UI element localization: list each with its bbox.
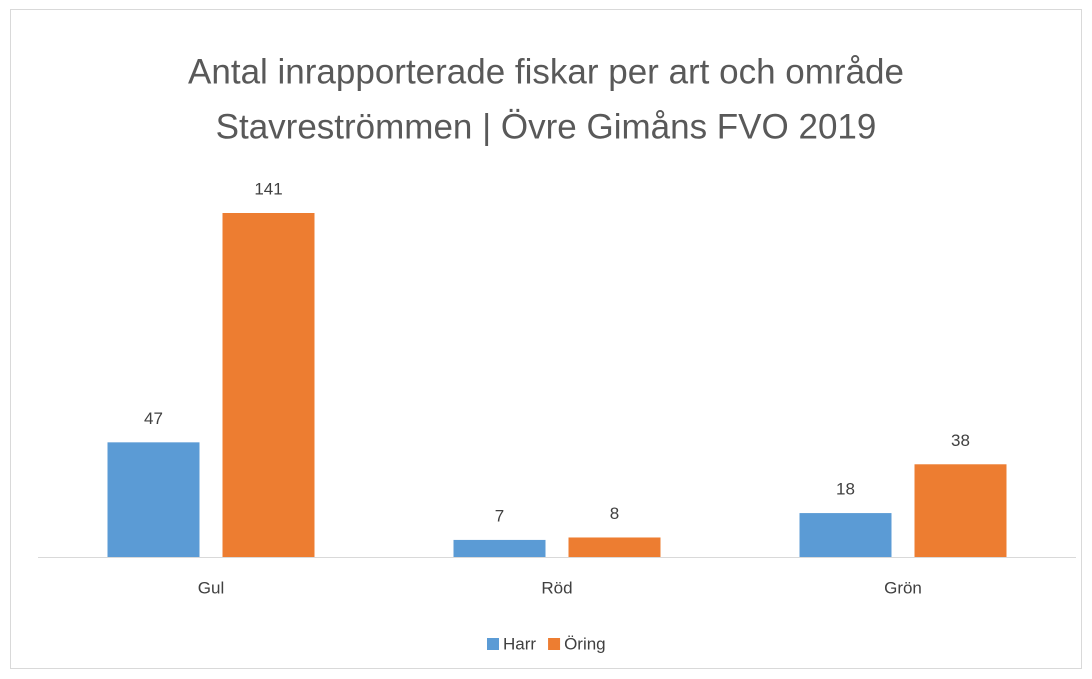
x-tick-label: Röd — [541, 578, 572, 597]
chart-border — [10, 9, 1082, 669]
data-label: 38 — [951, 431, 970, 450]
bar — [568, 537, 661, 557]
legend-swatch — [487, 638, 499, 650]
bar — [799, 513, 892, 557]
chart-title: Stavreströmmen | Övre Gimåns FVO 2019 — [216, 107, 877, 146]
data-label: 8 — [610, 504, 619, 523]
legend-label: Harr — [503, 634, 536, 653]
legend-label: Öring — [564, 634, 606, 653]
bar — [107, 442, 200, 557]
bar — [222, 213, 315, 557]
bar — [453, 539, 546, 557]
data-label: 141 — [254, 179, 282, 198]
chart-title: Antal inrapporterade fiskar per art och … — [188, 52, 904, 91]
x-tick-label: Grön — [884, 578, 922, 597]
data-label: 7 — [495, 506, 504, 525]
bar — [914, 464, 1007, 557]
legend-swatch — [548, 638, 561, 650]
x-tick-label: Gul — [198, 578, 224, 597]
data-label: 18 — [836, 480, 855, 499]
data-label: 47 — [144, 409, 163, 428]
